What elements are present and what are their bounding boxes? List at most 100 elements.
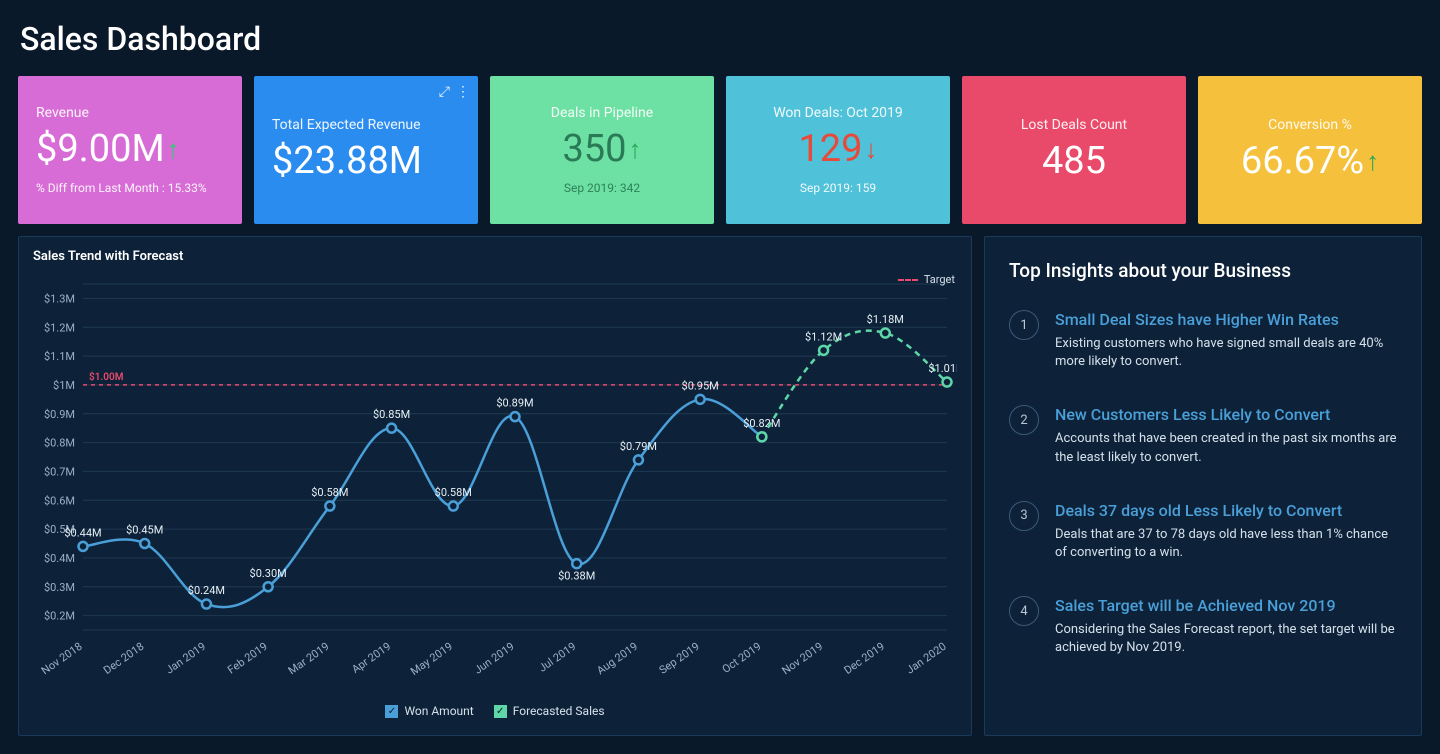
- expand-icon[interactable]: ⤢: [439, 84, 450, 100]
- svg-text:$0.6M: $0.6M: [44, 494, 75, 507]
- insight-desc: Existing customers who have signed small…: [1055, 335, 1397, 371]
- kpi-value: $23.88M: [272, 141, 422, 183]
- arrow-down-icon: ↓: [865, 136, 878, 165]
- insight-title: Deals 37 days old Less Likely to Convert: [1055, 501, 1397, 520]
- insights-panel: Top Insights about your Business 1 Small …: [984, 236, 1422, 736]
- svg-text:$0.58M: $0.58M: [435, 486, 472, 499]
- svg-text:$1.12M: $1.12M: [805, 330, 842, 343]
- kpi-value: 485: [1042, 141, 1106, 183]
- arrow-up-icon: ↑: [167, 136, 180, 165]
- kpi-subtext: Sep 2019: 159: [800, 181, 876, 195]
- svg-text:$1.2M: $1.2M: [44, 321, 75, 334]
- svg-text:$1.1M: $1.1M: [44, 350, 75, 363]
- target-legend: Target: [898, 273, 955, 286]
- svg-text:Nov 2018: Nov 2018: [39, 640, 85, 678]
- kpi-card-deals-pipeline[interactable]: Deals in Pipeline 350↑ Sep 2019: 342: [490, 76, 714, 224]
- svg-text:$0.30M: $0.30M: [250, 567, 287, 580]
- insights-title: Top Insights about your Business: [1009, 259, 1397, 282]
- kpi-value: 350↑: [562, 129, 641, 171]
- kpi-label: Deals in Pipeline: [551, 105, 653, 121]
- insight-number: 3: [1009, 501, 1039, 531]
- kpi-value: $9.00M↑: [36, 129, 180, 171]
- legend-forecast: ✓ Forecasted Sales: [494, 704, 605, 718]
- svg-text:Jan 2019: Jan 2019: [163, 640, 208, 677]
- kpi-label: Revenue: [36, 105, 89, 121]
- svg-text:$0.24M: $0.24M: [188, 584, 225, 597]
- svg-text:$0.9M: $0.9M: [44, 408, 75, 421]
- svg-text:$1.3M: $1.3M: [44, 292, 75, 305]
- more-icon[interactable]: ⋮: [456, 84, 470, 100]
- svg-text:Mar 2019: Mar 2019: [286, 640, 332, 677]
- svg-text:Apr 2019: Apr 2019: [349, 640, 393, 676]
- kpi-label: Lost Deals Count: [1021, 117, 1127, 133]
- kpi-card-conversion[interactable]: Conversion % 66.67%↑: [1198, 76, 1422, 224]
- svg-text:Jul 2019: Jul 2019: [536, 640, 578, 675]
- arrow-up-icon: ↑: [629, 136, 642, 165]
- chart-legend: ✓ Won Amount ✓ Forecasted Sales: [33, 704, 957, 718]
- insight-number: 4: [1009, 596, 1039, 626]
- insight-desc: Accounts that have been created in the p…: [1055, 430, 1397, 466]
- svg-text:Feb 2019: Feb 2019: [225, 640, 270, 677]
- kpi-subtext: % Diff from Last Month : 15.33%: [36, 181, 207, 195]
- arrow-up-icon: ↑: [1366, 148, 1379, 177]
- svg-text:Sep 2019: Sep 2019: [657, 640, 702, 677]
- sales-trend-panel: Sales Trend with Forecast Target $0.2M $0…: [18, 236, 972, 736]
- kpi-value: 66.67%↑: [1241, 141, 1379, 183]
- svg-text:$0.3M: $0.3M: [44, 581, 75, 594]
- svg-text:$0.8M: $0.8M: [44, 437, 75, 450]
- kpi-subtext: Sep 2019: 342: [564, 181, 640, 195]
- kpi-label: Total Expected Revenue: [272, 117, 421, 133]
- insight-desc: Deals that are 37 to 78 days old have le…: [1055, 526, 1397, 562]
- svg-text:Jun 2019: Jun 2019: [472, 640, 517, 677]
- svg-text:$0.79M: $0.79M: [620, 440, 657, 453]
- svg-text:$1.01M: $1.01M: [928, 362, 957, 375]
- insight-number: 1: [1009, 310, 1039, 340]
- kpi-card-revenue[interactable]: Revenue $9.00M↑ % Diff from Last Month : 1…: [18, 76, 242, 224]
- insight-item[interactable]: 1 Small Deal Sizes have Higher Win Rates E…: [1009, 310, 1397, 371]
- target-legend-label: Target: [924, 273, 955, 286]
- svg-text:$1.18M: $1.18M: [867, 313, 904, 326]
- svg-text:Dec 2018: Dec 2018: [101, 640, 146, 677]
- svg-text:$1.00M: $1.00M: [89, 370, 124, 383]
- page-title: Sales Dashboard: [0, 0, 1440, 76]
- svg-text:Jan 2020: Jan 2020: [904, 640, 949, 677]
- svg-text:$0.89M: $0.89M: [496, 397, 533, 410]
- kpi-card-total-expected[interactable]: ⤢ ⋮ Total Expected Revenue $23.88M: [254, 76, 478, 224]
- insight-item[interactable]: 4 Sales Target will be Achieved Nov 2019 C…: [1009, 596, 1397, 657]
- svg-text:$0.95M: $0.95M: [682, 379, 719, 392]
- checkbox-icon: ✓: [385, 705, 398, 718]
- legend-won-label: Won Amount: [404, 704, 473, 718]
- kpi-label: Conversion %: [1268, 117, 1352, 133]
- svg-text:$0.58M: $0.58M: [311, 486, 348, 499]
- insight-title: Sales Target will be Achieved Nov 2019: [1055, 596, 1397, 615]
- kpi-card-won-deals[interactable]: Won Deals: Oct 2019 129↓ Sep 2019: 159: [726, 76, 950, 224]
- insight-desc: Considering the Sales Forecast report, t…: [1055, 621, 1397, 657]
- legend-forecast-label: Forecasted Sales: [513, 704, 605, 718]
- svg-text:$0.45M: $0.45M: [126, 524, 163, 537]
- svg-text:Aug 2019: Aug 2019: [594, 640, 640, 678]
- legend-won: ✓ Won Amount: [385, 704, 473, 718]
- svg-text:Nov 2019: Nov 2019: [779, 640, 825, 678]
- svg-text:$1M: $1M: [53, 379, 75, 392]
- svg-text:Dec 2019: Dec 2019: [842, 640, 887, 677]
- svg-text:$0.44M: $0.44M: [64, 526, 101, 539]
- chart-title: Sales Trend with Forecast: [33, 249, 957, 264]
- insight-number: 2: [1009, 405, 1039, 435]
- svg-text:May 2019: May 2019: [408, 640, 455, 678]
- insight-title: New Customers Less Likely to Convert: [1055, 405, 1397, 424]
- insight-item[interactable]: 2 New Customers Less Likely to Convert Acc…: [1009, 405, 1397, 466]
- insight-item[interactable]: 3 Deals 37 days old Less Likely to Conver…: [1009, 501, 1397, 562]
- kpi-cards-row: Revenue $9.00M↑ % Diff from Last Month : 1…: [0, 76, 1440, 224]
- svg-text:$0.38M: $0.38M: [558, 570, 595, 583]
- kpi-card-lost-deals[interactable]: Lost Deals Count 485: [962, 76, 1186, 224]
- svg-text:$0.2M: $0.2M: [44, 610, 75, 623]
- svg-text:$0.4M: $0.4M: [44, 552, 75, 565]
- kpi-value: 129↓: [798, 129, 877, 171]
- sales-trend-chart: $0.2M$0.3M$0.4M$0.5M$0.6M$0.7M$0.8M$0.9M…: [33, 274, 957, 694]
- svg-text:$0.85M: $0.85M: [373, 408, 410, 421]
- checkbox-icon: ✓: [494, 705, 507, 718]
- svg-text:Oct 2019: Oct 2019: [720, 640, 764, 676]
- svg-text:$0.7M: $0.7M: [44, 465, 75, 478]
- kpi-label: Won Deals: Oct 2019: [773, 105, 903, 121]
- insight-title: Small Deal Sizes have Higher Win Rates: [1055, 310, 1397, 329]
